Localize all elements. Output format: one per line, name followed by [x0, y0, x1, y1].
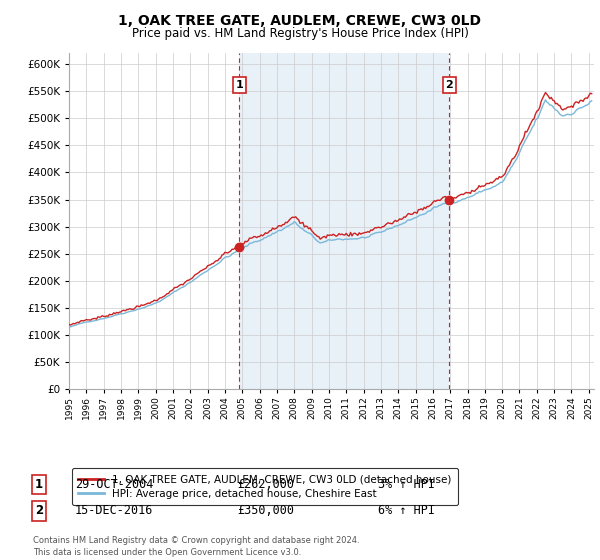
- Text: Contains HM Land Registry data © Crown copyright and database right 2024.
This d: Contains HM Land Registry data © Crown c…: [33, 536, 359, 557]
- Text: £262,000: £262,000: [237, 478, 294, 491]
- Text: 1: 1: [35, 478, 43, 491]
- Text: 6% ↑ HPI: 6% ↑ HPI: [378, 504, 435, 517]
- Text: 3% ↑ HPI: 3% ↑ HPI: [378, 478, 435, 491]
- Text: 1, OAK TREE GATE, AUDLEM, CREWE, CW3 0LD: 1, OAK TREE GATE, AUDLEM, CREWE, CW3 0LD: [119, 14, 482, 28]
- Text: £350,000: £350,000: [237, 504, 294, 517]
- Text: 1: 1: [235, 80, 243, 90]
- Text: 2: 2: [35, 504, 43, 517]
- Text: 29-OCT-2004: 29-OCT-2004: [75, 478, 154, 491]
- Text: Price paid vs. HM Land Registry's House Price Index (HPI): Price paid vs. HM Land Registry's House …: [131, 27, 469, 40]
- Bar: [239, 53, 449, 389]
- Text: 2: 2: [446, 80, 454, 90]
- Legend: 1, OAK TREE GATE, AUDLEM, CREWE, CW3 0LD (detached house), HPI: Average price, d: 1, OAK TREE GATE, AUDLEM, CREWE, CW3 0LD…: [71, 468, 458, 505]
- Text: 15-DEC-2016: 15-DEC-2016: [75, 504, 154, 517]
